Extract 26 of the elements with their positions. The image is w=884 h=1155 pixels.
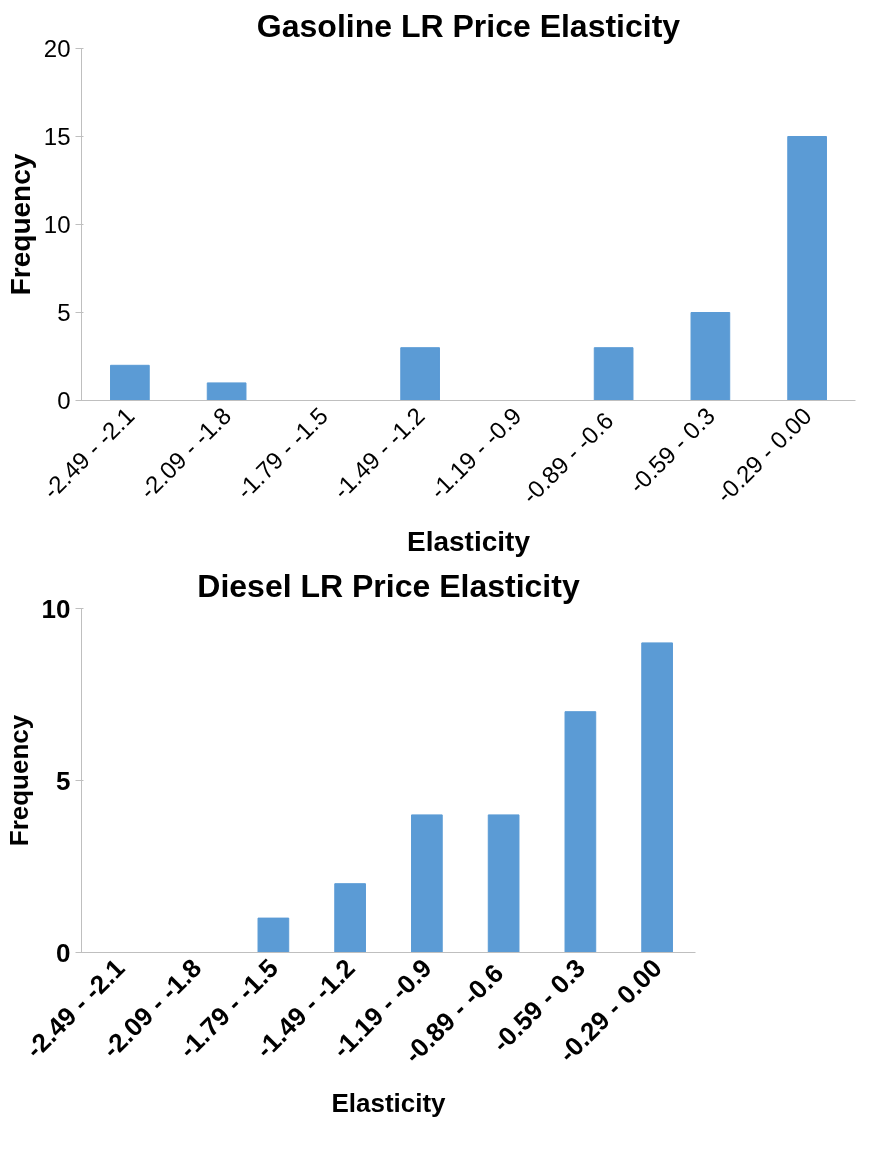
- bar: [641, 642, 673, 953]
- y-axis-title: Frequency: [4, 153, 36, 296]
- chart-title: Diesel LR Price Elasticity: [197, 567, 580, 604]
- x-axis-title: Elasticity: [407, 526, 531, 558]
- bar: [411, 814, 443, 953]
- y-tick-label: 0: [56, 937, 71, 968]
- bar: [593, 347, 634, 401]
- chart-title: Gasoline LR Price Elasticity: [256, 7, 681, 44]
- y-tick-label: 10: [43, 211, 71, 238]
- bar: [400, 347, 440, 401]
- bar: [564, 711, 597, 953]
- y-axis-title: Frequency: [3, 714, 34, 847]
- bar: [690, 312, 731, 401]
- y-tick-label: 0: [57, 387, 71, 414]
- y-tick-label: 10: [41, 593, 71, 624]
- y-tick-label: 5: [57, 299, 71, 326]
- bar: [257, 917, 290, 953]
- bar: [787, 136, 827, 401]
- bar: [334, 883, 366, 953]
- y-tick-label: 20: [43, 35, 71, 62]
- bar: [206, 382, 247, 401]
- y-tick-label: 5: [56, 765, 71, 796]
- bar: [487, 814, 520, 953]
- bar: [110, 364, 150, 401]
- y-tick-label: 15: [43, 123, 71, 150]
- x-axis-title: Elasticity: [331, 1087, 447, 1118]
